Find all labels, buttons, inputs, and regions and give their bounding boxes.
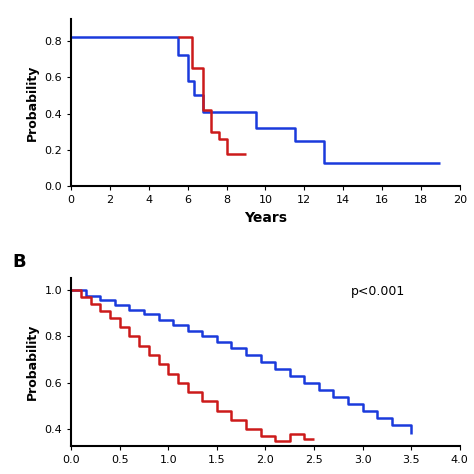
Text: B: B [13,253,27,271]
Text: p<0.001: p<0.001 [351,285,405,298]
X-axis label: Years: Years [244,211,287,225]
Y-axis label: Probability: Probability [26,324,39,400]
Y-axis label: Probability: Probability [26,64,39,141]
